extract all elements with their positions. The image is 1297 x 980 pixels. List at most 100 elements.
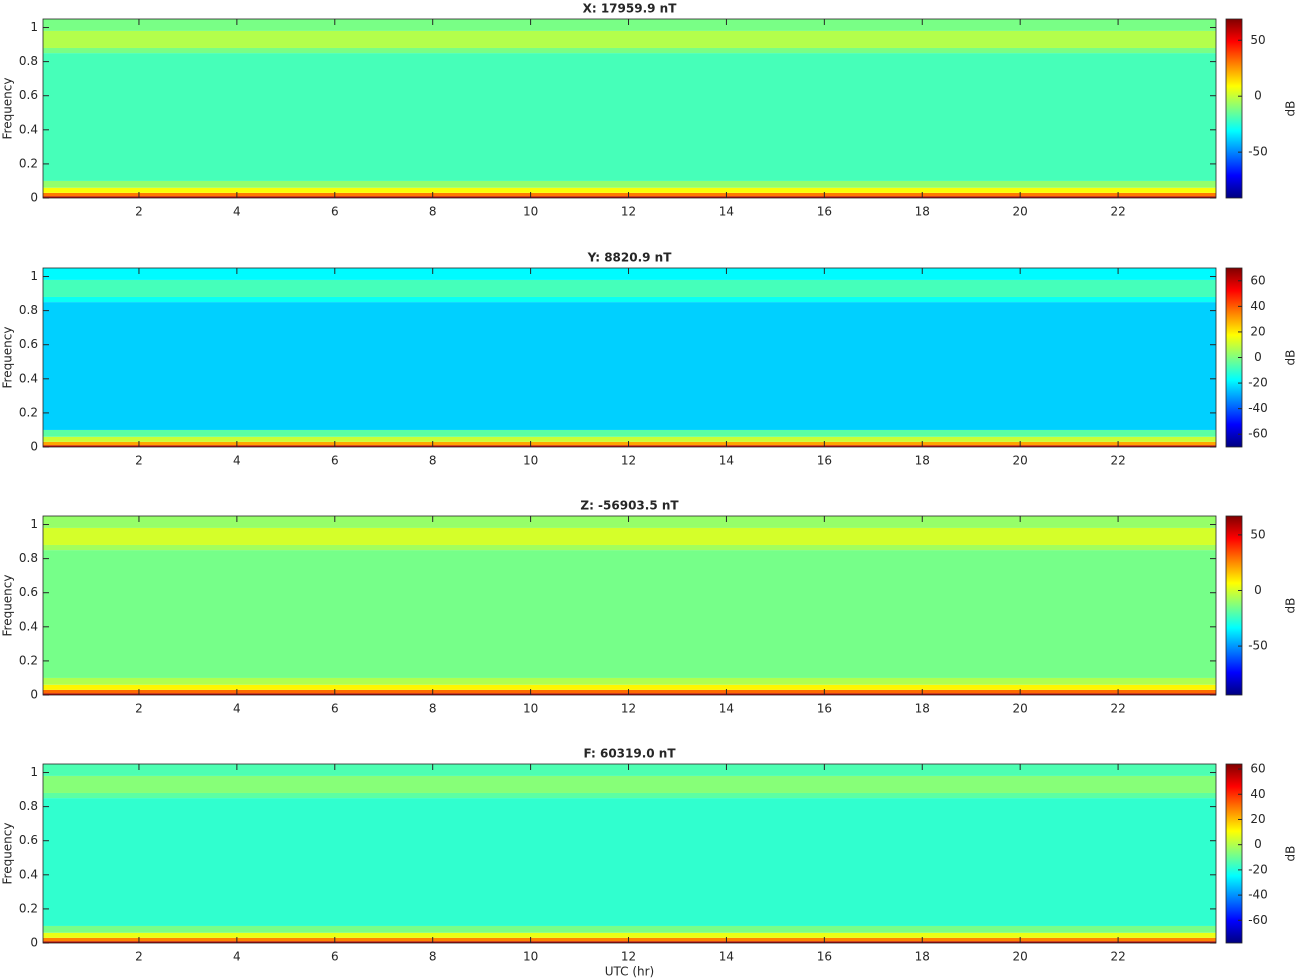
colorbar xyxy=(1225,18,1243,199)
colorbar-tick-label: 0 xyxy=(1254,89,1262,103)
colorbar-tick-label: -60 xyxy=(1248,427,1268,441)
y-axis-label: Frequency xyxy=(1,78,15,140)
x-tick-label: 2 xyxy=(135,950,143,964)
colorbar-tick-label: -20 xyxy=(1248,376,1268,390)
x-tick-label: 16 xyxy=(817,205,832,219)
spectrogram-band xyxy=(43,279,1216,297)
colorbar-tick-label: 40 xyxy=(1250,299,1265,313)
x-tick-label: 2 xyxy=(135,702,143,716)
x-tick-label: 10 xyxy=(523,205,538,219)
chart-title: F: 60319.0 nT xyxy=(583,747,676,761)
spectrogram-band xyxy=(43,436,1216,442)
y-tick-label: 0.8 xyxy=(19,551,38,565)
x-tick-label: 2 xyxy=(135,454,143,468)
spectrogram-band xyxy=(43,302,1216,430)
y-tick-label: 0.8 xyxy=(19,303,38,317)
x-tick-label: 12 xyxy=(621,205,636,219)
x-tick-label: 4 xyxy=(233,702,241,716)
axes-box xyxy=(42,18,1217,199)
spectrogram-band xyxy=(43,775,1216,793)
x-tick-label: 14 xyxy=(719,702,734,716)
colorbar-tick-label: 50 xyxy=(1250,33,1265,47)
y-tick-label: 0.6 xyxy=(19,337,38,351)
y-axis-label: Frequency xyxy=(1,575,15,637)
spectrogram-band xyxy=(43,268,1216,280)
colorbar-tick-label: 0 xyxy=(1254,350,1262,364)
spectrogram-band xyxy=(43,677,1216,685)
x-tick-label: 22 xyxy=(1110,702,1125,716)
axes-box xyxy=(42,267,1217,448)
x-tick-label: 12 xyxy=(621,950,636,964)
x-tick-label: 4 xyxy=(233,205,241,219)
y-axis-label: Frequency xyxy=(1,823,15,885)
spectrogram-band xyxy=(43,441,1216,446)
colorbar-tick-label: 20 xyxy=(1250,812,1265,826)
y-axis-label: Frequency xyxy=(1,327,15,389)
y-tick-label: 0 xyxy=(30,688,38,702)
x-tick-label: 16 xyxy=(817,702,832,716)
x-tick-label: 20 xyxy=(1013,950,1028,964)
colorbar-tick-label: 40 xyxy=(1250,787,1265,801)
colorbar-tick-label: -50 xyxy=(1248,145,1268,159)
spectrogram-band xyxy=(43,527,1216,545)
spectrogram-band xyxy=(43,689,1216,694)
y-tick-label: 0.2 xyxy=(19,653,38,667)
y-tick-label: 0.2 xyxy=(19,405,38,419)
colorbar xyxy=(1225,763,1243,944)
x-tick-label: 16 xyxy=(817,454,832,468)
chart-title: Y: 8820.9 nT xyxy=(587,251,673,265)
y-tick-label: 0 xyxy=(30,191,38,205)
spectrogram-band xyxy=(43,429,1216,437)
y-tick-label: 0.4 xyxy=(19,371,38,385)
chart-title: Z: -56903.5 nT xyxy=(580,499,679,513)
x-tick-label: 16 xyxy=(817,950,832,964)
x-tick-label: 20 xyxy=(1013,702,1028,716)
colorbar-tick-label: 50 xyxy=(1250,527,1265,541)
x-tick-label: 10 xyxy=(523,950,538,964)
y-tick-label: 0.4 xyxy=(19,122,38,136)
x-tick-label: 22 xyxy=(1110,454,1125,468)
spectrogram-band xyxy=(43,187,1216,193)
x-tick-label: 6 xyxy=(331,950,339,964)
colorbar xyxy=(1225,515,1243,696)
y-tick-label: 0.2 xyxy=(19,901,38,915)
spectrogram-band xyxy=(43,937,1216,942)
x-tick-label: 18 xyxy=(915,454,930,468)
axes-box xyxy=(42,515,1217,696)
x-tick-label: 4 xyxy=(233,454,241,468)
colorbar-tick-label: 60 xyxy=(1250,762,1265,776)
spectrogram-band xyxy=(43,925,1216,933)
colorbar-tick-label: 60 xyxy=(1250,273,1265,287)
y-tick-label: 0.4 xyxy=(19,867,38,881)
x-tick-label: 6 xyxy=(331,205,339,219)
x-tick-label: 6 xyxy=(331,454,339,468)
y-tick-label: 0 xyxy=(30,936,38,950)
colorbar-tick-label: -50 xyxy=(1248,639,1268,653)
x-tick-label: 20 xyxy=(1013,205,1028,219)
colorbar-label: dB xyxy=(1284,598,1297,614)
colorbar-tick-label: 0 xyxy=(1254,583,1262,597)
colorbar-tick-label: 20 xyxy=(1250,324,1265,338)
y-tick-label: 0.6 xyxy=(19,833,38,847)
y-tick-label: 0 xyxy=(30,440,38,454)
colorbar-tick-label: -40 xyxy=(1248,401,1268,415)
x-tick-label: 14 xyxy=(719,205,734,219)
x-tick-label: 20 xyxy=(1013,454,1028,468)
y-tick-label: 0.6 xyxy=(19,585,38,599)
y-tick-label: 0.4 xyxy=(19,619,38,633)
colorbar-label: dB xyxy=(1284,350,1297,366)
x-tick-label: 18 xyxy=(915,702,930,716)
y-tick-label: 0.8 xyxy=(19,54,38,68)
spectrogram-band xyxy=(43,30,1216,48)
spectrogram-band xyxy=(43,764,1216,776)
y-tick-label: 1 xyxy=(30,20,38,34)
y-tick-label: 0.6 xyxy=(19,88,38,102)
x-tick-label: 10 xyxy=(523,702,538,716)
x-tick-label: 22 xyxy=(1110,950,1125,964)
colorbar-tick-label: 0 xyxy=(1254,837,1262,851)
x-tick-label: 8 xyxy=(429,454,437,468)
x-tick-label: 18 xyxy=(915,205,930,219)
x-tick-label: 12 xyxy=(621,702,636,716)
spectrogram-band xyxy=(43,47,1216,54)
